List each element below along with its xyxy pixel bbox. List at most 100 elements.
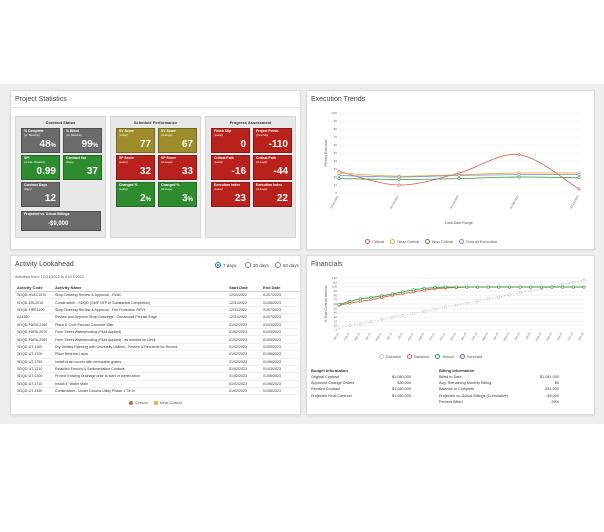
data-point[interactable] [529,289,533,293]
projected-billing-tile[interactable]: Projected vs. Actual Billings -$9,000 [21,211,101,231]
data-point[interactable] [457,177,461,181]
range-option[interactable]: 60 days [275,262,299,268]
data-point[interactable] [412,288,416,292]
data-point[interactable] [380,318,384,322]
data-point[interactable] [571,280,575,284]
data-point[interactable] [529,285,533,289]
data-point[interactable] [422,286,426,290]
data-point[interactable] [454,303,458,307]
data-point[interactable] [577,173,581,177]
data-point[interactable] [369,295,373,299]
data-point[interactable] [457,173,461,177]
table-row[interactable]: SDQD-MS-2010 Construction - SDQD (GMP NTP… [15,299,299,307]
table-row[interactable]: SDQD-UT-1210 Establish Erosion & Sediment… [15,366,299,374]
legend-item[interactable]: Critical [365,239,384,244]
radio-button[interactable] [215,262,221,268]
stat-tile[interactable]: SPI (Actual / Baseline) 0.99 [21,155,60,180]
data-point[interactable] [358,299,362,303]
legend-item[interactable]: Forecast [459,354,482,359]
data-point[interactable] [518,285,522,289]
data-point[interactable] [412,312,416,316]
data-point[interactable] [337,326,341,330]
stat-tile[interactable]: Execution Index (Average) 22 [253,182,292,207]
data-point[interactable] [465,301,469,305]
data-point[interactable] [507,285,511,289]
col-end-date[interactable]: End Date [263,285,281,290]
stat-tile[interactable]: Project Finish (Total Slip) -110 [253,128,292,153]
radio-button[interactable] [245,262,251,268]
data-point[interactable] [444,285,448,289]
data-point[interactable] [401,290,405,294]
data-point[interactable] [507,293,511,297]
data-point[interactable] [518,291,522,295]
table-row[interactable]: SDQD-PARA-2160 Place 5' Curb Precast Conc… [15,322,299,329]
data-point[interactable] [397,183,401,187]
data-point[interactable] [517,175,521,179]
stat-tile[interactable]: SV Score (Latest) 77 [116,128,155,153]
data-point[interactable] [397,175,401,179]
legend-item[interactable]: Overall Execution [458,239,497,244]
data-point[interactable] [486,297,490,301]
data-point[interactable] [582,285,586,289]
data-point[interactable] [465,285,469,289]
legend-item[interactable]: Duration [379,354,401,359]
data-point[interactable] [486,285,490,289]
col-activity-name[interactable]: Activity Name [55,285,82,290]
data-point[interactable] [577,176,581,180]
table-row[interactable]: A24380 Review and Approve Shop Drawings -… [15,314,299,322]
data-point[interactable] [337,171,341,175]
stat-tile[interactable]: Contract Days (Days) 12 [21,182,60,207]
stat-tile[interactable]: Changed % (Latest) 2% [116,182,155,207]
stat-tile[interactable]: SP Score (Average) 33 [158,155,197,180]
table-row[interactable]: SDQD-UT-1750 Install drain covers with re… [15,359,299,366]
table-row[interactable]: SDQD-HVAC1070 Shop Drawing Review & Appro… [15,292,299,300]
data-point[interactable] [550,285,554,289]
data-point[interactable] [577,187,581,191]
stat-tile[interactable]: Critical Path (Latest) -16 [211,155,250,180]
stat-tile[interactable]: % Billed (vs. Baseline) 99% [63,128,102,153]
data-point[interactable] [475,285,479,289]
stat-tile[interactable]: Contract Var (Days) 37 [63,155,102,180]
table-scrollbar[interactable] [300,293,301,411]
data-point[interactable] [380,294,384,298]
table-row[interactable]: SDQD-UT-1450 Construction - Under Ground … [15,388,299,396]
data-point[interactable] [358,322,362,326]
data-point[interactable] [369,320,373,324]
data-point[interactable] [401,313,405,317]
data-point[interactable] [582,278,586,282]
legend-item[interactable]: Near Critical [390,239,419,244]
data-point[interactable] [444,305,448,309]
stat-tile[interactable]: % Complete (vs. Baseline) 48% [21,128,60,153]
table-row[interactable]: SDQD-UT-1710 Install 4" Water Main 01/02/2… [15,381,299,389]
data-point[interactable] [571,285,575,289]
col-activity-code[interactable]: Activity Code [17,285,43,290]
data-point[interactable] [337,177,341,181]
table-row[interactable]: SDQD-PARA-2070 Form Sheet Waterproofing (… [15,329,299,337]
radio-button[interactable] [275,262,281,268]
stat-tile[interactable]: Execution Index (Latest) 23 [211,182,250,207]
col-start-date[interactable]: Start Date [229,285,248,290]
data-point[interactable] [433,286,437,290]
legend-item[interactable]: Actual [435,354,454,359]
data-point[interactable] [348,299,352,303]
data-point[interactable] [390,292,394,296]
table-row[interactable]: SDQD-UT-1100 Dry Utilities Planning with … [15,344,299,352]
legend-item[interactable]: Baseline [407,354,429,359]
data-point[interactable] [497,295,501,299]
scroll-thumb[interactable] [300,295,301,355]
table-row[interactable]: SDQD-FIRE1100 Shop Drawing Review & Appro… [15,307,299,315]
data-point[interactable] [517,153,521,157]
data-point[interactable] [358,297,362,301]
data-point[interactable] [497,285,501,289]
data-point[interactable] [454,285,458,289]
table-row[interactable]: SDQD-UT-1700 Place Bedrock Layer 01/02/202… [15,351,299,359]
stat-tile[interactable]: SV Score (Average) 67 [158,128,197,153]
data-point[interactable] [390,315,394,319]
stat-tile[interactable]: Finish Slip (Latest) 0 [211,128,250,153]
data-point[interactable] [337,302,341,306]
legend-item[interactable]: Non Critical [425,239,453,244]
data-point[interactable] [475,299,479,303]
table-row[interactable]: SDQD-UT-1200 Protect Existing Drainage pr… [15,373,299,381]
data-point[interactable] [561,285,565,289]
data-point[interactable] [539,285,543,289]
